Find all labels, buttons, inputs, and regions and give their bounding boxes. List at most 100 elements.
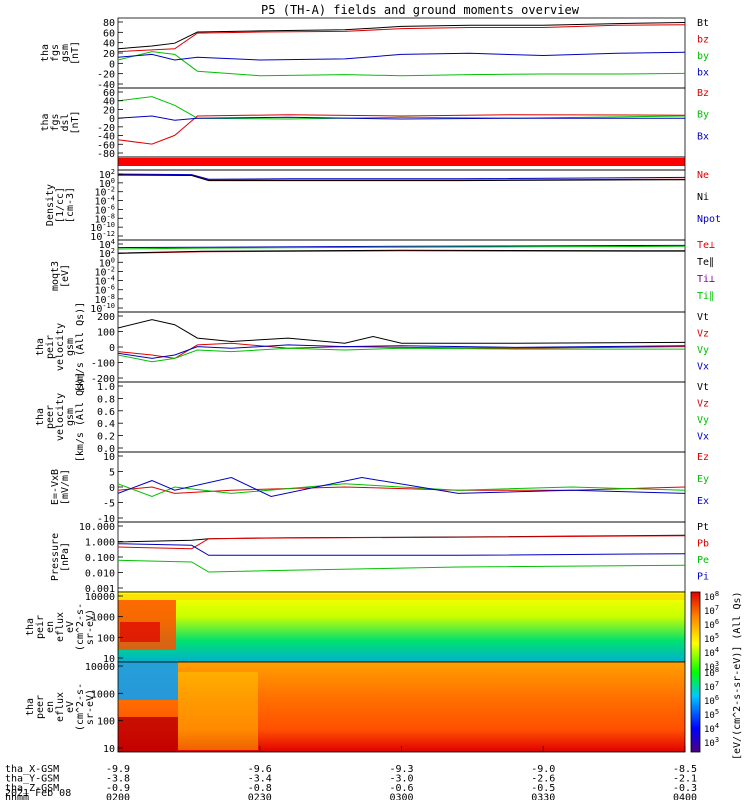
y-axis-label: dsl xyxy=(60,113,71,131)
y-tick-label: 40 xyxy=(103,39,115,50)
legend-entry: Vx xyxy=(697,432,709,443)
series-line-Ti⊥ xyxy=(117,244,686,249)
legend-entry: Vt xyxy=(697,382,709,393)
heatmap-region-transition xyxy=(178,672,258,750)
y-tick-label: 102 xyxy=(99,168,115,181)
series-line-Ey xyxy=(117,483,686,498)
y-tick-label: 1.000 xyxy=(85,538,115,549)
x-tick-value: -8.5 xyxy=(673,764,697,775)
y-tick-label: 0.8 xyxy=(97,394,115,405)
y-axis-label: Density xyxy=(45,184,56,226)
y-axis-label: velocity xyxy=(55,323,66,371)
y-tick-label: 10 xyxy=(103,744,115,755)
y-axis-label: fgs xyxy=(50,113,61,131)
colorbar-tick-label: 106 xyxy=(704,694,719,707)
y-axis-label: gsm xyxy=(65,338,76,356)
y-tick-label: 0.0 xyxy=(97,444,115,455)
x-tick-value: -2.1 xyxy=(673,774,697,785)
y-tick-label: 10 xyxy=(103,452,115,463)
series-line-by xyxy=(117,51,686,77)
x-tick-value: 0230 xyxy=(248,793,272,800)
y-axis-label: [eV] xyxy=(60,264,71,288)
y-axis-label: [mV/m] xyxy=(60,469,71,505)
legend-entry: Ex xyxy=(697,496,709,507)
colorbar-tick-label: 107 xyxy=(704,604,719,617)
legend-entry: Vy xyxy=(697,415,709,426)
legend-entry: Ti∥ xyxy=(697,291,714,302)
legend-entry: Te∥ xyxy=(697,257,714,268)
y-tick-label: 200 xyxy=(97,312,115,323)
legend-entry: Pt xyxy=(697,522,709,533)
y-tick-label: 100 xyxy=(99,256,115,269)
y-axis-label: eV xyxy=(65,701,76,713)
y-tick-label: 10-12 xyxy=(90,230,115,243)
y-tick-label: 0 xyxy=(109,343,115,354)
legend-entry: bz xyxy=(697,35,709,46)
legend-entry: by xyxy=(697,51,709,62)
x-tick-value: -0.6 xyxy=(389,783,413,794)
y-tick-label: 1000 xyxy=(91,613,115,624)
y-axis-label: [km/s (All Qs)] xyxy=(75,302,86,392)
y-axis-label: (cm^2-s- xyxy=(75,603,86,651)
colorbar-tick-label: 107 xyxy=(704,680,719,693)
series-line-Vy xyxy=(117,347,685,363)
y-tick-label: 100 xyxy=(97,633,115,644)
y-axis-label: [nT] xyxy=(70,41,81,65)
panel-efield: 10 5 0 -5 -10 E=-VxB [mV/m] Ez Ey Ex xyxy=(50,451,709,525)
y-axis-label: tha xyxy=(35,408,46,426)
quality-flag-bar xyxy=(118,158,685,166)
y-tick-label: -10 xyxy=(97,514,115,525)
y-tick-label: 102 xyxy=(99,247,115,260)
series-line-bz xyxy=(117,24,686,53)
legend-entry: Bt xyxy=(697,18,709,29)
y-tick-label: 10-8 xyxy=(95,212,115,225)
x-tick-value: -0.8 xyxy=(248,783,272,794)
y-tick-label: -100 xyxy=(91,359,115,370)
colorbar-tick-label: 105 xyxy=(704,632,719,645)
panel-peer_velocity: 1.00.8 0.60.4 0.20.0 tha peer velocity gsm [km/… xyxy=(35,372,709,462)
y-tick-label: -20 xyxy=(97,123,115,134)
y-tick-label: -60 xyxy=(97,140,115,151)
y-axis-label: sr-eV) xyxy=(85,689,96,725)
heatmap-field xyxy=(118,662,685,752)
colorbar-tick-label: 108 xyxy=(704,590,719,603)
y-tick-label: 100 xyxy=(97,717,115,728)
x-tick-value: -3.8 xyxy=(106,774,130,785)
panel-peir_velocity: 200 100 0 -100 -200 tha peir velocity gsm [km/s (… xyxy=(35,302,709,392)
y-tick-label: 10-6 xyxy=(95,284,115,297)
x-row-label: tha_X-GSM xyxy=(5,764,59,775)
series-line-Bz xyxy=(117,114,686,145)
y-tick-label: -40 xyxy=(97,132,115,143)
y-axis-label: peir xyxy=(45,335,56,359)
legend-entry: bx xyxy=(697,68,709,79)
series-line-Bt xyxy=(117,22,686,50)
legend-entry: Bz xyxy=(697,88,709,99)
panel-frame xyxy=(117,521,686,593)
x-tick-value: 0400 xyxy=(673,793,697,800)
series-line-Ex xyxy=(117,476,686,498)
x-row-label: tha_Z-GSM xyxy=(5,783,59,794)
y-tick-label: 0 xyxy=(109,59,115,70)
legend-entry: Ti⊥ xyxy=(697,274,715,285)
x-tick-value: -9.9 xyxy=(106,764,130,775)
panel-pressure: 10.000 1.000 0.100 0.010 0.001 Pressure [nPa] P… xyxy=(50,521,709,595)
plot-title: P5 (TH-A) fields and ground moments over… xyxy=(261,3,580,17)
y-tick-label: 0.2 xyxy=(97,432,115,443)
y-axis-label: sr-eV) xyxy=(85,609,96,645)
series-line-Ni xyxy=(117,174,686,182)
heatmap-region-early xyxy=(118,662,178,700)
colorbar-tick-label: 104 xyxy=(704,722,719,735)
panel-frame xyxy=(117,87,686,158)
y-tick-label: 10-6 xyxy=(95,203,115,216)
y-tick-label: 60 xyxy=(103,88,115,99)
y-tick-label: -80 xyxy=(97,149,115,160)
x-tick-value: -0.5 xyxy=(531,783,555,794)
heatmap-field xyxy=(118,592,685,662)
y-axis-label: tha xyxy=(40,44,51,62)
y-axis-label: [1/cc] xyxy=(55,187,66,223)
y-tick-label: 0.6 xyxy=(97,407,115,418)
y-tick-label: 0.4 xyxy=(97,419,115,430)
y-axis-label: peer xyxy=(35,695,46,719)
